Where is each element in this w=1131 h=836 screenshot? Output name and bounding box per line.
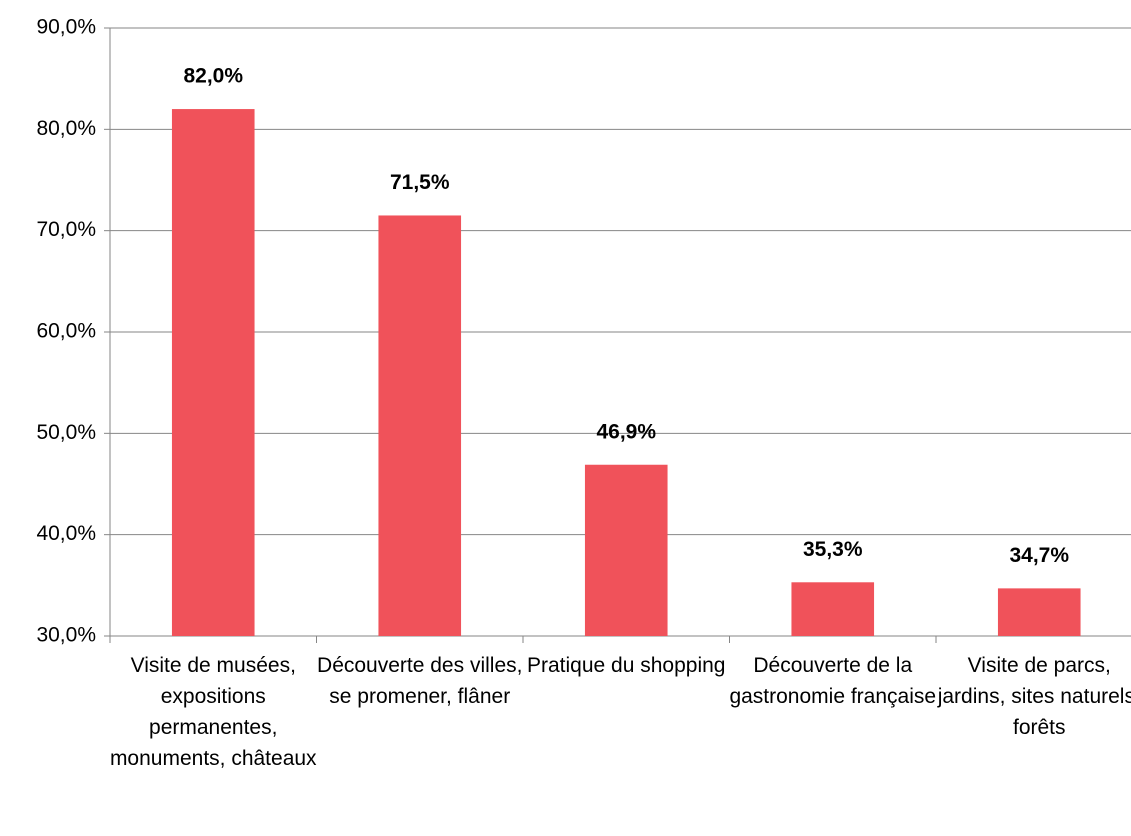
x-tick-label: Visite de musées, expositions permanente… (109, 654, 317, 770)
bar (997, 588, 1081, 636)
bar (378, 215, 462, 636)
x-tick-label: Pratique du shopping (527, 654, 726, 677)
bar (584, 464, 668, 636)
y-tick-label: 50,0% (36, 421, 96, 444)
x-tick-label: Visite de parcs, jardins, sites naturels… (937, 654, 1131, 739)
y-tick-label: 80,0% (36, 117, 96, 140)
bar (791, 582, 875, 636)
y-tick-label: 40,0% (36, 522, 96, 545)
value-label: 35,3% (803, 538, 863, 561)
value-label: 46,9% (596, 420, 656, 443)
y-tick-label: 70,0% (36, 218, 96, 241)
x-tick-label: Découverte des villes, se promener, flân… (317, 654, 523, 708)
value-label: 82,0% (183, 65, 243, 88)
value-label: 34,7% (1009, 544, 1069, 567)
x-tick-label: Découverte de la gastronomie française (729, 654, 937, 708)
y-tick-label: 60,0% (36, 320, 96, 343)
y-tick-label: 30,0% (36, 624, 96, 647)
y-tick-label: 90,0% (36, 16, 96, 39)
bar (171, 109, 255, 637)
value-label: 71,5% (390, 171, 450, 194)
